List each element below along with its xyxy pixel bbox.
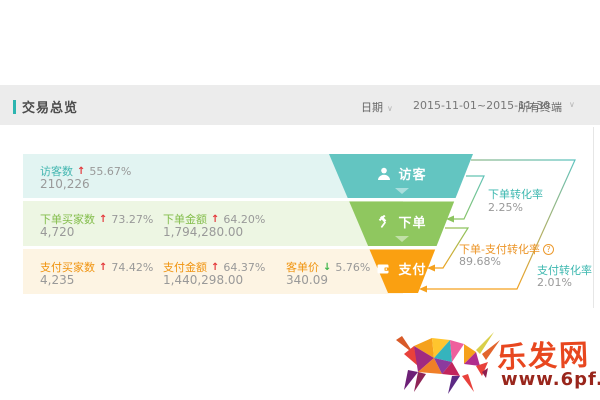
pay-conversion-value: 2.01%	[537, 276, 572, 289]
metric-percent: 55.67%	[89, 164, 132, 178]
metric-value: 210,226	[40, 177, 90, 191]
section-header: 交易总览 日期 ∨ 2015-11-01~2015-11-30 所有终端 ∨	[0, 85, 600, 125]
order-pay-conversion-label: 下单-支付转化率 ?	[459, 241, 554, 257]
pay-conversion-label: 支付转化率	[537, 264, 592, 277]
metric-value: 1,794,280.00	[163, 225, 244, 239]
metric-value: 4,235	[40, 273, 75, 287]
date-range-picker[interactable]: 2015-11-01~2015-11-30	[413, 99, 551, 112]
metric-label: 下单金额	[163, 213, 207, 226]
metric-value: 340.09	[286, 273, 328, 287]
trend-up-icon: ↑	[99, 261, 108, 273]
wallet-icon	[377, 262, 391, 276]
chevron-down-icon	[395, 236, 409, 242]
date-dropdown[interactable]: 日期 ∨	[361, 101, 393, 114]
metric-value: 1,440,298.00	[163, 273, 244, 287]
order-pay-conversion-bracket	[429, 227, 470, 269]
metric-percent: 5.76%	[335, 260, 371, 274]
metric-payment-buyers: 支付买家数 ↑ 74.42%	[40, 259, 153, 275]
terminal-dropdown[interactable]: 所有终端	[518, 101, 562, 114]
funnel-stage-label: 访客	[398, 168, 427, 183]
gavel-icon	[377, 214, 391, 229]
trend-up-icon: ↑	[211, 261, 220, 273]
metric-label: 下单买家数	[40, 213, 95, 226]
metric-percent: 74.42%	[111, 260, 154, 274]
metric-visitors: 访客数 ↑ 55.67%	[40, 163, 131, 179]
metric-label: 访客数	[40, 165, 73, 178]
page-title-block: 交易总览	[13, 97, 78, 116]
help-icon[interactable]: ?	[542, 243, 554, 255]
site-url: www.6pf.cn	[501, 369, 600, 390]
order-pay-conversion-value: 89.68%	[459, 255, 501, 268]
payment-metric-band	[23, 249, 403, 294]
metric-label: 客单价	[286, 261, 319, 274]
metric-order-buyers: 下单买家数 ↑ 73.27%	[40, 211, 153, 227]
order-conversion-bracket	[448, 175, 485, 220]
metric-payment-amount: 支付金额 ↑ 64.37%	[163, 259, 265, 275]
chevron-down-icon[interactable]: ∨	[569, 100, 575, 109]
trend-down-icon: ↓	[323, 261, 332, 273]
title-accent-bar	[13, 99, 16, 114]
panel-divider	[593, 127, 594, 308]
metric-order-amount: 下单金额 ↑ 64.20%	[163, 211, 265, 227]
pay-conversion-bracket	[421, 159, 576, 290]
arrow-left-icon	[427, 264, 435, 272]
arrow-left-icon	[446, 215, 454, 223]
trend-up-icon: ↑	[77, 165, 86, 177]
metric-label: 支付买家数	[40, 261, 95, 274]
funnel-stage-orders	[349, 201, 455, 246]
chevron-down-icon	[395, 188, 409, 194]
metric-label: 支付金额	[163, 261, 207, 274]
funnel-stage-label: 下单	[398, 216, 427, 231]
funnel-stage-label: 支付	[398, 263, 427, 278]
metric-percent: 73.27%	[111, 212, 154, 226]
arrow-left-icon	[419, 285, 427, 293]
metric-percent: 64.37%	[223, 260, 266, 274]
funnel-label-payments: 支付	[336, 259, 468, 278]
funnel-label-visitors: 访客	[336, 164, 468, 183]
metric-value: 4,720	[40, 225, 75, 239]
trend-up-icon: ↑	[211, 213, 220, 225]
metric-percent: 64.20%	[223, 212, 266, 226]
funnel-stage-visitors	[329, 154, 473, 198]
order-metric-band	[23, 201, 403, 246]
metric-avg-order-value: 客单价 ↓ 5.76%	[286, 259, 370, 275]
bull-logo	[396, 332, 500, 394]
order-conversion-value: 2.25%	[488, 201, 523, 214]
funnel-label-orders: 下单	[336, 212, 468, 231]
user-icon	[377, 167, 391, 181]
page-title: 交易总览	[22, 101, 79, 116]
funnel-stage-payments	[369, 249, 436, 293]
chevron-down-icon: ∨	[387, 104, 393, 113]
trend-up-icon: ↑	[99, 213, 108, 225]
order-conversion-label: 下单转化率	[488, 188, 543, 201]
